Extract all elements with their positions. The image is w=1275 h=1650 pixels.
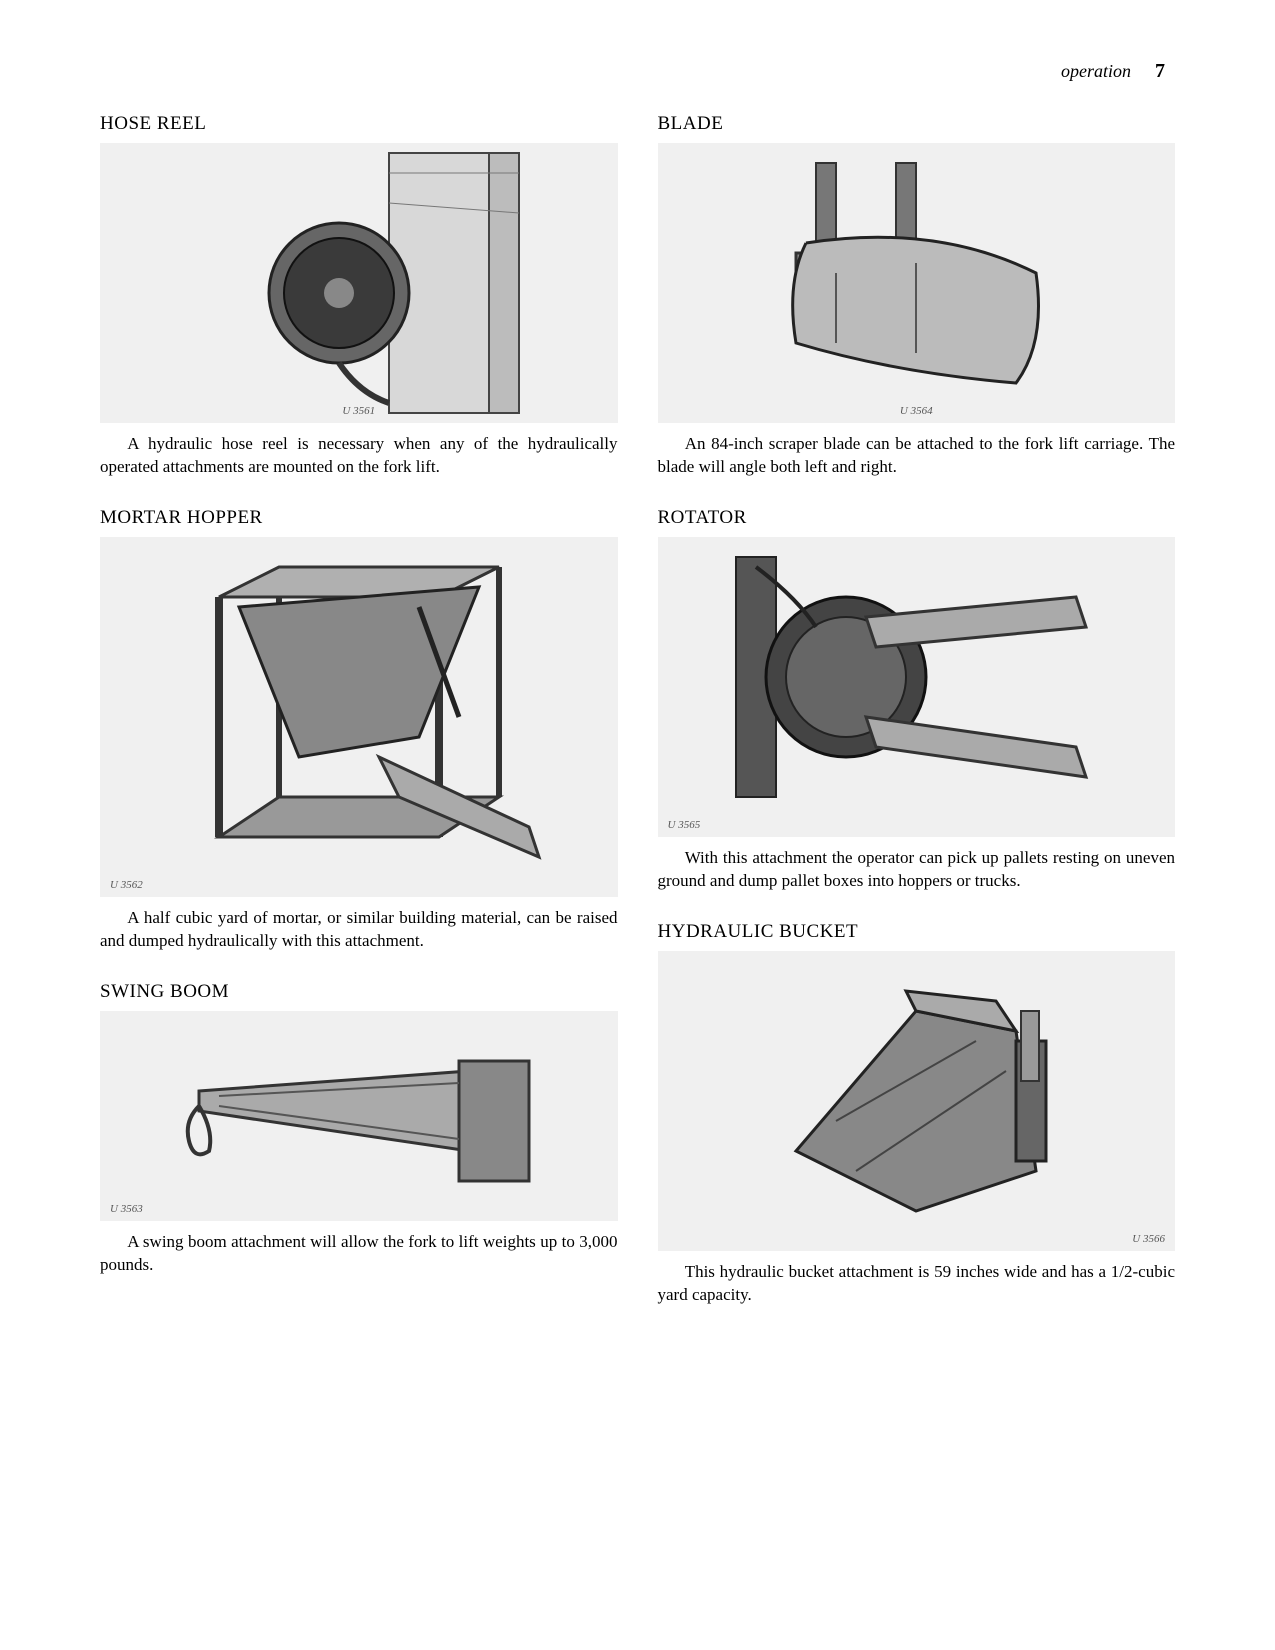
header-section-label: operation xyxy=(1061,61,1131,81)
page-header: operation 7 xyxy=(100,60,1175,83)
figure-hydraulic-bucket: U 3566 xyxy=(658,951,1176,1251)
figure-caption: U 3563 xyxy=(110,1203,143,1215)
section-rotator: ROTATOR U 3565 With this attachment the … xyxy=(658,507,1176,893)
figure-caption: U 3562 xyxy=(110,879,143,891)
hydraulic-bucket-illustration xyxy=(716,951,1116,1251)
rotator-illustration xyxy=(716,537,1116,837)
section-body: An 84-inch scraper blade can be attached… xyxy=(658,433,1176,479)
section-body: This hydraulic bucket attachment is 59 i… xyxy=(658,1261,1176,1307)
figure-caption: U 3564 xyxy=(900,405,933,417)
figure-caption: U 3566 xyxy=(1132,1233,1165,1245)
section-hydraulic-bucket: HYDRAULIC BUCKET U 3566 This hydraulic b… xyxy=(658,921,1176,1307)
section-title: SWING BOOM xyxy=(100,981,618,1003)
mortar-hopper-illustration xyxy=(159,537,559,897)
section-hose-reel: HOSE REEL U 3561 A hydraulic hose reel i… xyxy=(100,113,618,479)
blade-illustration xyxy=(716,143,1116,423)
figure-caption: U 3565 xyxy=(668,819,701,831)
section-body: A hydraulic hose reel is necessary when … xyxy=(100,433,618,479)
section-body: A swing boom attachment will allow the f… xyxy=(100,1231,618,1277)
section-body: A half cubic yard of mortar, or similar … xyxy=(100,907,618,953)
figure-hose-reel: U 3561 xyxy=(100,143,618,423)
section-title: MORTAR HOPPER xyxy=(100,507,618,529)
section-swing-boom: SWING BOOM U 3563 A swing boom attachmen… xyxy=(100,981,618,1277)
section-body: With this attachment the operator can pi… xyxy=(658,847,1176,893)
figure-swing-boom: U 3563 xyxy=(100,1011,618,1221)
right-column: BLADE U 3564 An 84-inch scraper blade ca… xyxy=(658,113,1176,1335)
figure-mortar-hopper: U 3562 xyxy=(100,537,618,897)
figure-blade: U 3564 xyxy=(658,143,1176,423)
figure-caption: U 3561 xyxy=(342,405,375,417)
section-mortar-hopper: MORTAR HOPPER U 3562 A half cubic yard o… xyxy=(100,507,618,953)
figure-rotator: U 3565 xyxy=(658,537,1176,837)
section-title: HOSE REEL xyxy=(100,113,618,135)
header-page-number: 7 xyxy=(1155,60,1165,82)
swing-boom-illustration xyxy=(159,1011,559,1221)
content-columns: HOSE REEL U 3561 A hydraulic hose reel i… xyxy=(100,113,1175,1335)
section-title: HYDRAULIC BUCKET xyxy=(658,921,1176,943)
left-column: HOSE REEL U 3561 A hydraulic hose reel i… xyxy=(100,113,618,1335)
section-title: BLADE xyxy=(658,113,1176,135)
section-title: ROTATOR xyxy=(658,507,1176,529)
hose-reel-illustration xyxy=(159,143,559,423)
section-blade: BLADE U 3564 An 84-inch scraper blade ca… xyxy=(658,113,1176,479)
